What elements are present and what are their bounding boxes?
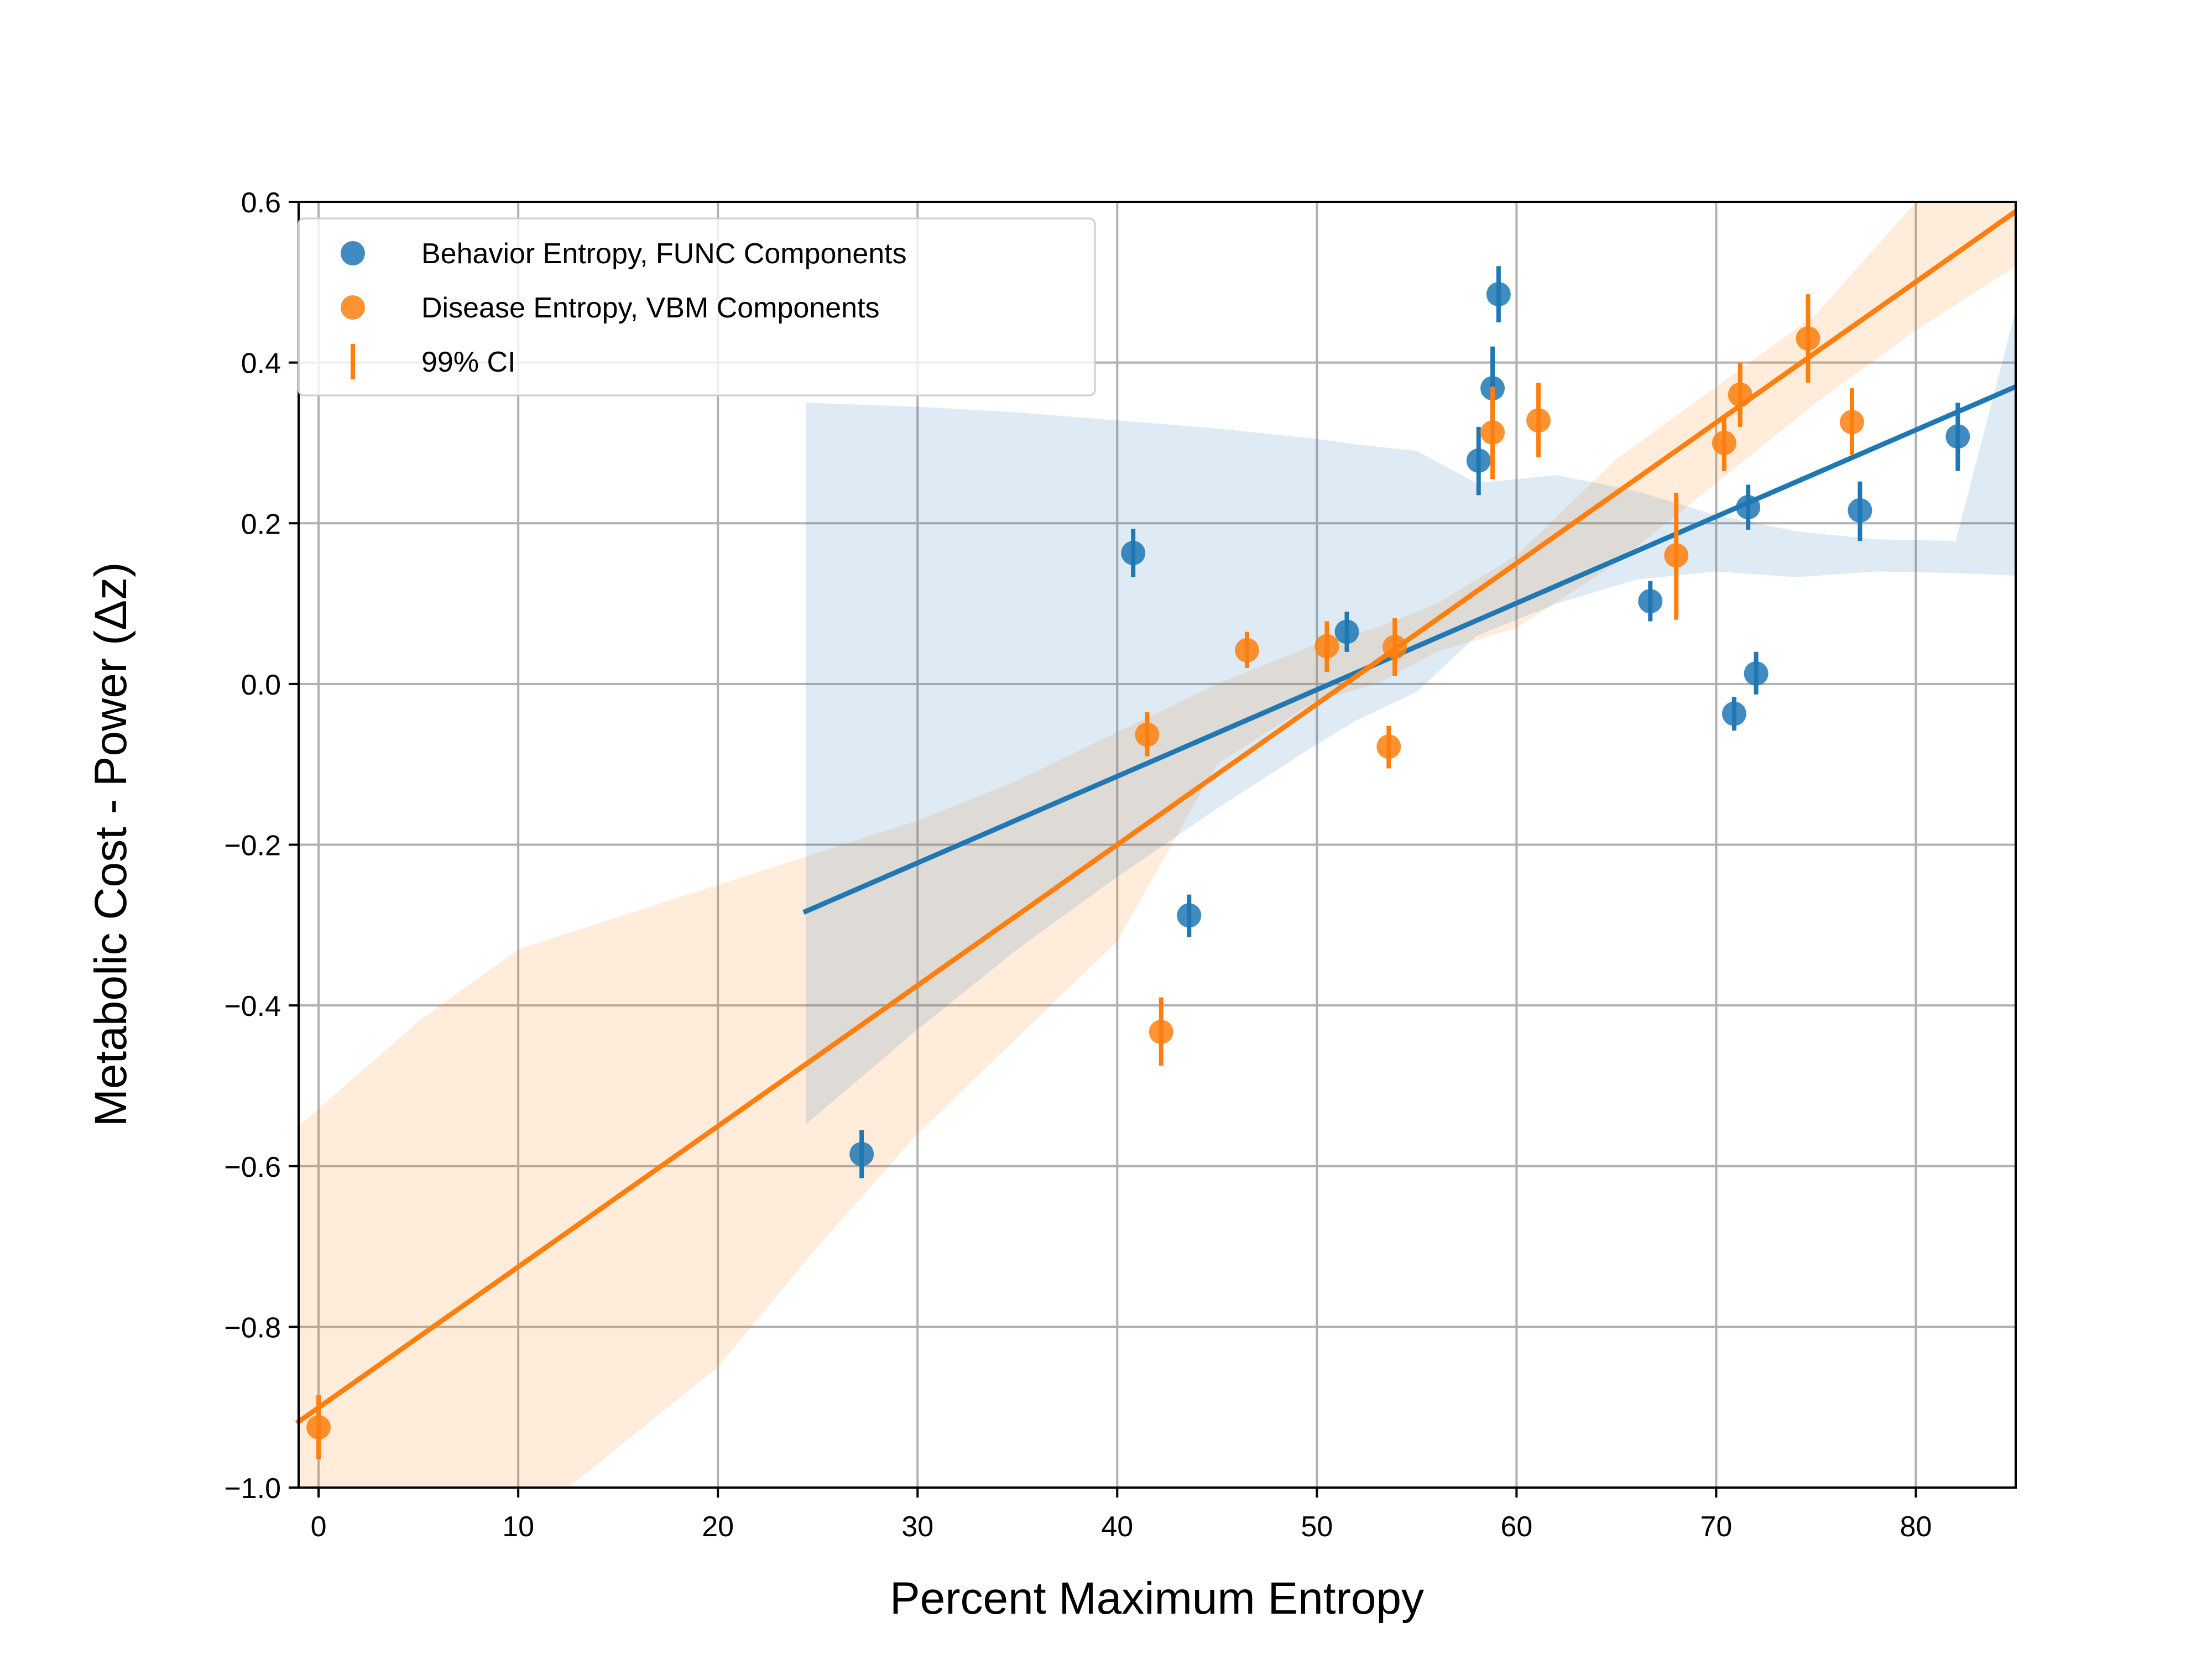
- behavior-data-point: [1945, 424, 1970, 449]
- y-tick-label: −0.4: [224, 990, 281, 1022]
- disease-regression-line: [295, 208, 2016, 1426]
- legend-marker-disease: [341, 295, 365, 320]
- regression-lines: [295, 208, 2016, 1426]
- behavior-data-point: [1848, 498, 1872, 523]
- behavior-data-point: [1486, 282, 1511, 307]
- y-tick-label: 0.0: [241, 669, 281, 701]
- x-tick-label: 40: [1101, 1511, 1133, 1543]
- x-tick-label: 0: [311, 1511, 327, 1543]
- behavior-data-point: [1736, 495, 1761, 520]
- y-tick-label: −0.8: [224, 1312, 281, 1344]
- disease-data-point: [1376, 734, 1401, 759]
- behavior-data-point: [1638, 589, 1663, 614]
- legend-marker-behavior: [341, 241, 365, 265]
- disease-data-point: [1383, 635, 1407, 660]
- behavior-data-point: [1466, 448, 1491, 473]
- legend-label-behavior: Behavior Entropy, FUNC Components: [421, 238, 907, 270]
- disease-data-point: [1526, 408, 1551, 433]
- disease-data-point: [1839, 410, 1864, 435]
- behavior-data-point: [1334, 619, 1359, 644]
- confidence-bands: [299, 202, 2016, 1488]
- disease-data-point: [1234, 638, 1259, 662]
- x-tick-label: 30: [901, 1511, 933, 1543]
- y-tick-label: −1.0: [224, 1473, 281, 1505]
- y-axis-label: Metabolic Cost - Power (Δz): [86, 562, 136, 1127]
- x-tick-label: 80: [1900, 1511, 1932, 1543]
- behavior-data-point: [1121, 541, 1146, 566]
- behavior-data-point: [1177, 903, 1202, 928]
- disease-data-point: [1796, 326, 1820, 351]
- x-tick-label: 50: [1301, 1511, 1333, 1543]
- y-tick-label: −0.6: [224, 1151, 281, 1183]
- x-tick-label: 20: [702, 1511, 734, 1543]
- legend-box: [298, 217, 1096, 397]
- x-tick-label: 70: [1700, 1511, 1733, 1543]
- legend: Behavior Entropy, FUNC Components Diseas…: [298, 217, 1096, 397]
- behavior-data-point: [1744, 661, 1768, 686]
- x-tick-label: 60: [1500, 1511, 1532, 1543]
- y-tick-label: 0.6: [241, 187, 281, 219]
- y-tick-label: −0.2: [224, 830, 281, 862]
- disease-data-point: [1314, 634, 1339, 659]
- x-tick-label: 10: [502, 1511, 534, 1543]
- behavior-confidence-band: [806, 310, 2016, 1125]
- behavior-data-point: [849, 1141, 874, 1166]
- y-tick-label: 0.2: [241, 508, 281, 540]
- disease-data-point: [1480, 420, 1505, 445]
- disease-data-point: [1149, 1020, 1173, 1045]
- x-axis-ticks: 0 10 20 30 40 50 60 70 80: [311, 1488, 1932, 1543]
- disease-data-point: [1135, 722, 1160, 747]
- y-tick-label: 0.4: [241, 348, 281, 380]
- legend-label-ci: 99% CI: [421, 346, 516, 378]
- x-axis-label: Percent Maximum Entropy: [890, 1573, 1424, 1624]
- y-axis-ticks: 0.6 0.4 0.2 0.0 −0.2 −0.4 −0.6 −0.8 −1.0: [224, 187, 299, 1505]
- behavior-regression-line: [802, 384, 2016, 915]
- disease-data-point: [1664, 543, 1689, 568]
- legend-label-disease: Disease Entropy, VBM Components: [421, 292, 880, 324]
- disease-confidence-band: [299, 202, 2016, 1488]
- data-points: [306, 266, 1970, 1460]
- disease-data-point: [1728, 382, 1752, 407]
- disease-data-point: [1712, 430, 1736, 455]
- behavior-data-point: [1721, 701, 1746, 726]
- disease-data-point: [306, 1415, 331, 1440]
